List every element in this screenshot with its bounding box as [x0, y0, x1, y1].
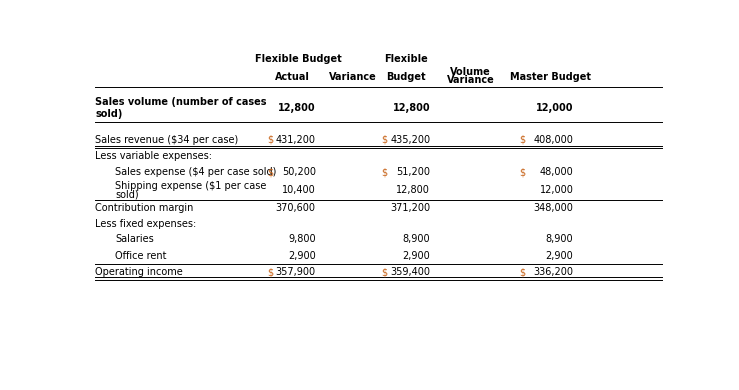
Text: 12,000: 12,000	[539, 185, 573, 195]
Text: 357,900: 357,900	[276, 267, 316, 277]
Text: sold): sold)	[95, 109, 123, 119]
Text: Office rent: Office rent	[115, 251, 167, 261]
Text: 8,900: 8,900	[403, 234, 430, 244]
Text: 336,200: 336,200	[534, 267, 573, 277]
Text: Actual: Actual	[276, 72, 310, 82]
Text: Sales volume (number of cases: Sales volume (number of cases	[95, 98, 267, 107]
Text: $: $	[267, 267, 273, 277]
Text: 370,600: 370,600	[276, 203, 316, 213]
Text: 371,200: 371,200	[390, 203, 430, 213]
Text: 12,000: 12,000	[536, 103, 573, 113]
Text: 12,800: 12,800	[396, 185, 430, 195]
Text: sold): sold)	[115, 190, 139, 200]
Text: 2,900: 2,900	[403, 251, 430, 261]
Text: Salaries: Salaries	[115, 234, 154, 244]
Text: $: $	[381, 167, 388, 177]
Text: 51,200: 51,200	[396, 167, 430, 177]
Text: Sales expense ($4 per case sold): Sales expense ($4 per case sold)	[115, 167, 276, 177]
Text: Volume: Volume	[450, 67, 491, 77]
Text: Budget: Budget	[386, 72, 426, 82]
Text: $: $	[519, 267, 525, 277]
Text: 9,800: 9,800	[288, 234, 316, 244]
Text: Variance: Variance	[446, 75, 494, 85]
Text: 48,000: 48,000	[539, 167, 573, 177]
Text: Less fixed expenses:: Less fixed expenses:	[95, 219, 197, 229]
Text: 359,400: 359,400	[390, 267, 430, 277]
Text: Flexible Budget: Flexible Budget	[255, 54, 342, 64]
Text: 8,900: 8,900	[546, 234, 573, 244]
Text: Sales revenue ($34 per case): Sales revenue ($34 per case)	[95, 135, 239, 145]
Text: $: $	[519, 135, 525, 145]
Text: 2,900: 2,900	[545, 251, 573, 261]
Text: 12,800: 12,800	[278, 103, 316, 113]
Text: 408,000: 408,000	[534, 135, 573, 145]
Text: Shipping expense ($1 per case: Shipping expense ($1 per case	[115, 181, 267, 191]
Text: 12,800: 12,800	[392, 103, 430, 113]
Text: 10,400: 10,400	[282, 185, 316, 195]
Text: $: $	[381, 267, 388, 277]
Text: 2,900: 2,900	[288, 251, 316, 261]
Text: $: $	[267, 135, 273, 145]
Text: Master Budget: Master Budget	[510, 72, 591, 82]
Text: Variance: Variance	[329, 72, 377, 82]
Text: Flexible: Flexible	[384, 54, 428, 64]
Text: 348,000: 348,000	[534, 203, 573, 213]
Text: 50,200: 50,200	[282, 167, 316, 177]
Text: $: $	[267, 167, 273, 177]
Text: 431,200: 431,200	[276, 135, 316, 145]
Text: $: $	[519, 167, 525, 177]
Text: Contribution margin: Contribution margin	[95, 203, 194, 213]
Text: 435,200: 435,200	[390, 135, 430, 145]
Text: $: $	[381, 135, 388, 145]
Text: Less variable expenses:: Less variable expenses:	[95, 151, 212, 161]
Text: Operating income: Operating income	[95, 267, 183, 277]
